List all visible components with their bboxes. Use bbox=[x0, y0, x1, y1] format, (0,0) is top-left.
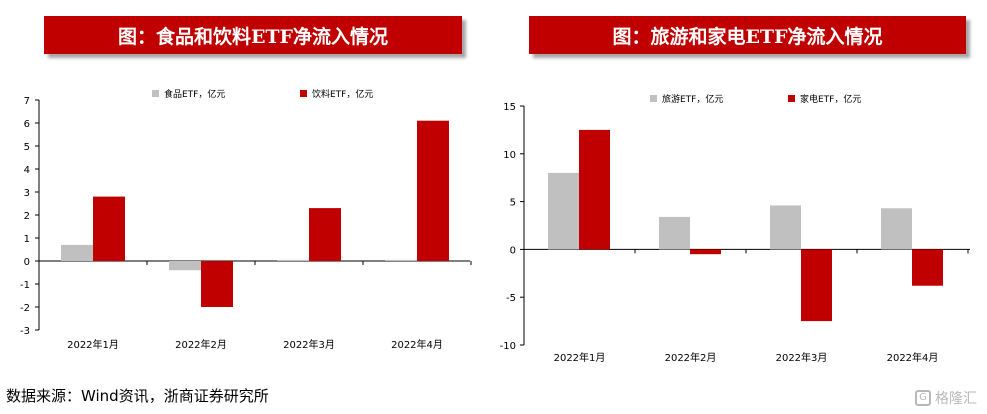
bar-gray-4 bbox=[385, 259, 417, 261]
bar-gray-2 bbox=[659, 216, 690, 250]
y-tick-label: 4 bbox=[24, 165, 30, 176]
bar-red-4 bbox=[417, 120, 449, 261]
legend-swatch bbox=[650, 95, 657, 102]
legend-swatch bbox=[788, 95, 795, 102]
legend-label: 食品ETF，亿元 bbox=[164, 88, 225, 100]
x-category-label: 2022年2月 bbox=[175, 338, 227, 351]
x-category-label: 2022年4月 bbox=[887, 351, 939, 364]
watermark-text: 格隆汇 bbox=[935, 391, 977, 407]
legend-swatch bbox=[152, 90, 159, 97]
y-tick-label: -3 bbox=[20, 326, 30, 337]
bar-red-1 bbox=[579, 129, 610, 250]
y-tick-label: 2 bbox=[24, 211, 30, 222]
bar-gray-4 bbox=[881, 208, 912, 250]
y-tick-label: 3 bbox=[24, 188, 30, 199]
x-category-label: 2022年2月 bbox=[665, 351, 717, 364]
travel-appliance-etf-chart: -10 -5 0 5 10 15 2022年1月 2022年2月 2022年3月 2022年4月 旅… bbox=[500, 93, 970, 364]
y-tick-label: 7 bbox=[24, 96, 30, 107]
watermark: G 格隆汇 bbox=[915, 388, 977, 408]
bar-gray-1 bbox=[548, 172, 579, 250]
y-tick-label: 5 bbox=[24, 142, 30, 153]
x-category-label: 2022年3月 bbox=[776, 351, 828, 364]
bar-gray-3 bbox=[770, 205, 801, 250]
bar-red-2 bbox=[201, 261, 233, 307]
bar-gray-1 bbox=[61, 244, 93, 261]
y-tick-label: -2 bbox=[20, 303, 30, 314]
y-tick-label: 0 bbox=[510, 245, 516, 256]
y-tick-label: -10 bbox=[500, 341, 516, 352]
x-category-label: 2022年3月 bbox=[283, 338, 335, 351]
y-tick-label: 5 bbox=[510, 198, 516, 209]
bar-red-1 bbox=[93, 196, 125, 261]
x-category-label: 2022年1月 bbox=[67, 338, 119, 351]
y-tick-label: 10 bbox=[503, 150, 516, 161]
legend-swatch bbox=[300, 90, 307, 97]
bar-red-2 bbox=[690, 249, 721, 255]
x-category-label: 2022年4月 bbox=[391, 338, 443, 351]
y-tick-label: 6 bbox=[24, 119, 30, 130]
data-source-note: 数据来源：Wind资讯，浙商证券研究所 bbox=[6, 387, 269, 405]
y-tick-label: 1 bbox=[24, 234, 30, 245]
legend-label: 家电ETF，亿元 bbox=[800, 93, 861, 105]
bar-gray-2 bbox=[169, 261, 201, 271]
bar-red-3 bbox=[801, 249, 832, 322]
y-tick-label: 15 bbox=[503, 102, 516, 113]
left-chart-title: 图：食品和饮料ETF净流入情况 bbox=[44, 16, 462, 54]
food-beverage-etf-chart: -3 -2 -1 0 1 2 3 4 5 6 7 2022年1月 2022年2月 2022年3月 2022年… bbox=[20, 88, 472, 351]
legend-label: 旅游ETF，亿元 bbox=[662, 93, 723, 105]
right-chart-title: 图：旅游和家电ETF净流入情况 bbox=[529, 16, 966, 54]
legend-label: 饮料ETF，亿元 bbox=[312, 88, 373, 100]
y-tick-label: 0 bbox=[24, 257, 30, 268]
bar-red-3 bbox=[309, 208, 341, 261]
x-category-label: 2022年1月 bbox=[554, 351, 606, 364]
bar-gray-3 bbox=[277, 259, 309, 261]
watermark-logo-icon: G bbox=[915, 390, 931, 406]
y-tick-label: -5 bbox=[506, 293, 516, 304]
bar-red-4 bbox=[912, 249, 943, 286]
y-tick-label: -1 bbox=[20, 280, 30, 291]
